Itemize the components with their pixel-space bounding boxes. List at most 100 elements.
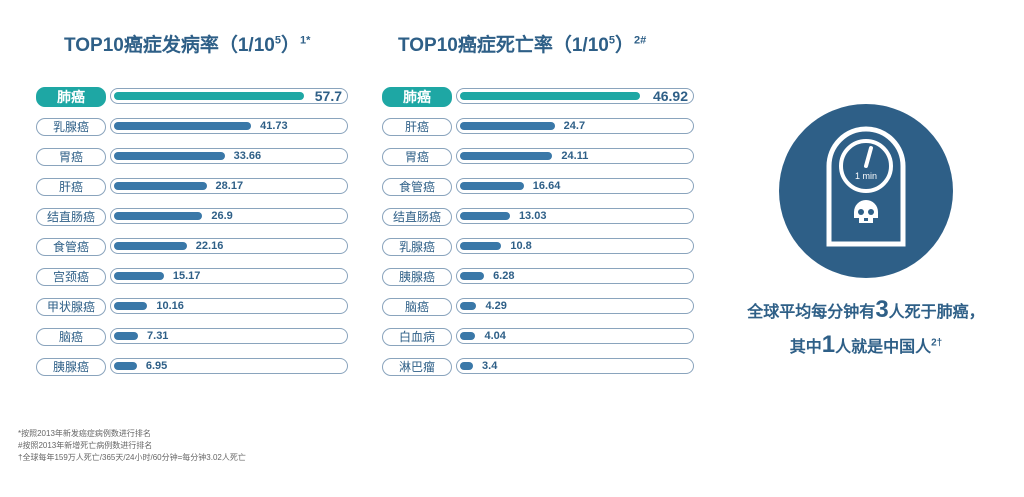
value-label: 10.8 [510, 240, 532, 252]
category-label: 食管癌 [36, 238, 106, 256]
skull-icon [854, 200, 878, 223]
category-label: 肝癌 [382, 118, 452, 136]
category-label: 淋巴瘤 [382, 358, 452, 376]
slogan-2-post: 人就是中国人 [835, 339, 932, 356]
slogan-1-num: 3 [875, 296, 889, 323]
category-label: 脑癌 [382, 298, 452, 316]
incidence-title-text: TOP10癌症发病率（1/10 [64, 35, 275, 56]
value-label: 4.29 [485, 300, 507, 312]
incidence-title-note: 1* [299, 34, 311, 47]
bar-row: 宫颈癌 15.17 [36, 268, 356, 286]
clock-label: 1 min [855, 171, 877, 181]
bar-track [110, 298, 348, 314]
category-label: 食管癌 [382, 178, 452, 196]
category-label: 胰腺癌 [36, 358, 106, 376]
bar [460, 122, 555, 130]
bar-track [110, 88, 348, 104]
bar [460, 302, 477, 310]
clock-face [839, 139, 893, 193]
bar-row: 乳腺癌 41.73 [36, 118, 356, 136]
bar-row: 食管癌 22.16 [36, 238, 356, 256]
value-label: 26.9 [211, 210, 233, 222]
bar-row: 淋巴瘤 3.4 [382, 358, 702, 376]
mortality-title-note: 2# [633, 34, 647, 47]
value-label: 13.03 [518, 210, 547, 222]
clock-hand [864, 146, 873, 168]
bar-track [110, 358, 348, 374]
bar [114, 332, 139, 340]
category-label: 乳腺癌 [382, 238, 452, 256]
category-label: 肺癌 [36, 87, 106, 107]
mortality-chart-title: TOP10癌症死亡率（1/105）2# [398, 30, 646, 57]
bar-track [110, 328, 348, 344]
bar-track [456, 328, 694, 344]
bar-track [456, 358, 694, 374]
bar-row: 肺癌 46.92 [382, 87, 702, 107]
bar-track [456, 238, 694, 254]
bar-track [110, 178, 348, 194]
slogan-2-num: 1 [821, 331, 836, 358]
bar-track [456, 208, 694, 224]
category-label: 胃癌 [382, 148, 452, 166]
slogan-2-note: 2† [931, 337, 943, 349]
bar-track [456, 88, 694, 104]
bar-track [110, 238, 348, 254]
value-label: 6.28 [493, 270, 515, 282]
bar-track [456, 118, 694, 134]
bar-row: 白血病 4.04 [382, 328, 702, 346]
bar [114, 92, 304, 100]
value-label: 7.31 [147, 330, 169, 342]
bar-row: 胃癌 33.66 [36, 148, 356, 166]
bar-row: 食管癌 16.64 [382, 178, 702, 196]
footnote-3: †全球每年159万人死亡/365天/24小时/60分钟=每分钟3.02人死亡 [18, 453, 246, 462]
bar-row: 胰腺癌 6.95 [36, 358, 356, 376]
bar [114, 362, 137, 370]
category-label: 结直肠癌 [36, 208, 106, 226]
bar-track [456, 298, 694, 314]
mortality-bar-chart: 肺癌 46.92 肝癌 24.7 胃癌 24.11 食管癌 16.64 结直肠癌 13.03 乳腺癌… [382, 87, 702, 388]
bar [460, 362, 474, 370]
bar [114, 122, 252, 130]
category-label: 肺癌 [382, 87, 452, 107]
slogan-line-2: 其中1人就是中国人2† [716, 331, 1016, 359]
value-label: 24.7 [563, 120, 586, 132]
bar [114, 212, 203, 220]
bar-track [110, 118, 348, 134]
incidence-chart-title: TOP10癌症发病率（1/105）1* [64, 30, 310, 57]
bar-row: 结直肠癌 26.9 [36, 208, 356, 226]
value-label: 16.64 [532, 180, 561, 192]
category-label: 宫颈癌 [36, 268, 106, 286]
bar [460, 182, 524, 190]
bar-row: 肺癌 57.7 [36, 87, 356, 107]
slogan-1-post: 人死于肺癌， [888, 304, 985, 321]
bar-row: 肝癌 28.17 [36, 178, 356, 196]
value-label: 46.92 [652, 88, 688, 104]
category-label: 结直肠癌 [382, 208, 452, 226]
bar-row: 脑癌 7.31 [36, 328, 356, 346]
bar-track [456, 178, 694, 194]
clock-skull-icon: 1 min [779, 104, 953, 278]
bar [460, 272, 485, 280]
value-label: 3.4 [482, 360, 498, 372]
bar [114, 182, 207, 190]
mortality-title-exp: 5 [608, 34, 615, 47]
category-label: 胰腺癌 [382, 268, 452, 286]
bar-track [110, 208, 348, 224]
category-label: 肝癌 [36, 178, 106, 196]
bar [114, 302, 148, 310]
mortality-title-close: ） [614, 35, 634, 56]
value-label: 10.16 [156, 300, 184, 312]
category-label: 甲状腺癌 [36, 298, 106, 316]
bar-row: 乳腺癌 10.8 [382, 238, 702, 256]
bar [460, 242, 502, 250]
bar [460, 152, 553, 160]
bar-row: 结直肠癌 13.03 [382, 208, 702, 226]
bar [460, 212, 510, 220]
bar-row: 脑癌 4.29 [382, 298, 702, 316]
value-label: 57.7 [314, 88, 342, 104]
bar-row: 胃癌 24.11 [382, 148, 702, 166]
category-label: 胃癌 [36, 148, 106, 166]
value-label: 6.95 [145, 360, 168, 372]
bar [114, 242, 187, 250]
footnote-2: #按照2013年新增死亡病例数进行排名 [18, 441, 153, 450]
